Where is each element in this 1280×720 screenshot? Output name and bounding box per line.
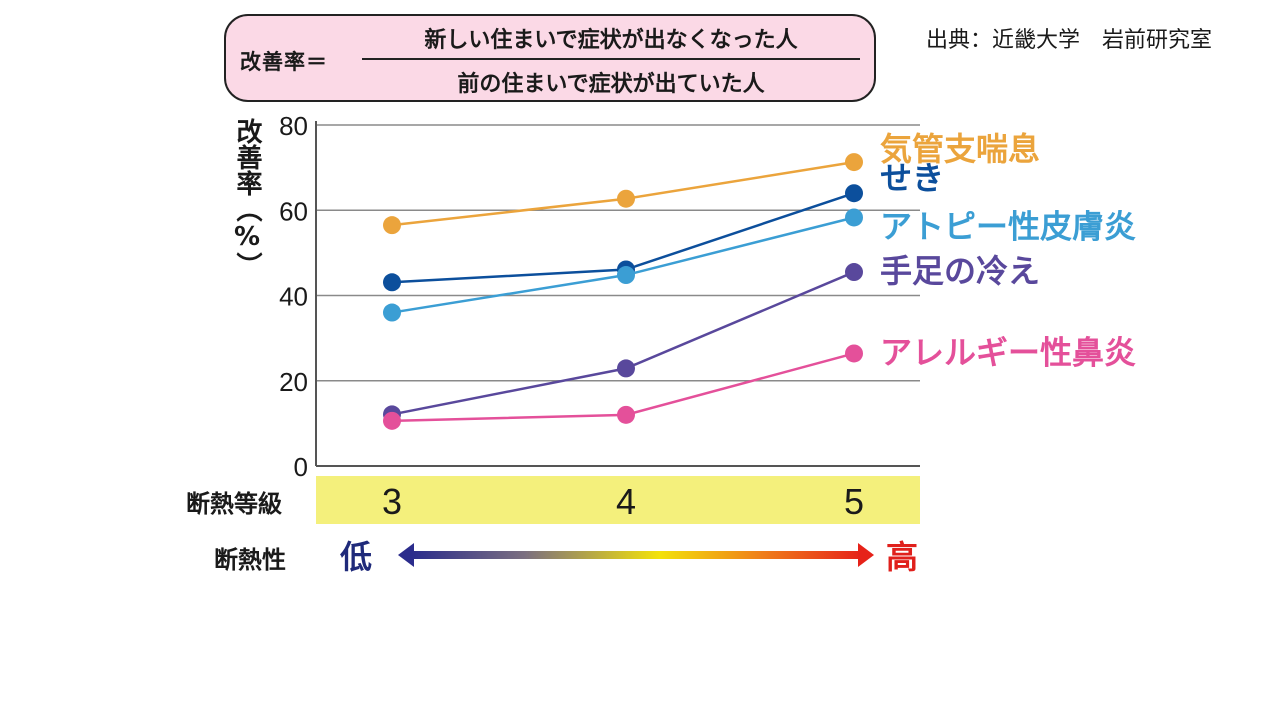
series-line [391,270,855,416]
low-label: 低 [340,538,373,576]
data-point [617,266,635,285]
gradient-arrow [412,551,862,559]
x-tick-label: 3 [382,481,402,522]
formula-lhs: 改善率＝ [240,50,328,74]
data-point [845,344,863,363]
series-label: せき [880,159,944,197]
data-point [845,184,863,203]
arrow-right-head [858,543,874,567]
y-tick-label: 60 [279,196,308,226]
insulation-performance-label: 断熱性 [214,546,286,574]
formula-denominator: 前の住まいで症状が出ていた人 [457,72,765,97]
data-point [617,405,635,424]
y-axis-label: 改善率（%） [232,118,262,278]
data-point [845,263,863,282]
x-tick-label: 4 [616,481,636,522]
data-point [845,153,863,172]
high-label: 高 [886,538,919,576]
y-tick-label: 40 [279,282,308,312]
arrow-left-head [398,543,414,567]
data-point [383,411,401,430]
y-tick-label: 20 [279,367,308,397]
x-tick-label: 5 [844,481,864,522]
data-point [383,303,401,322]
formula-box: 改善率＝ 新しい住まいで症状が出なくなった人 前の住まいで症状が出ていた人 [224,14,876,102]
fraction-line [362,58,860,60]
series-label: 手足の冷え [880,252,1040,290]
formula-numerator: 新しい住まいで症状が出なくなった人 [424,28,798,53]
data-point [617,189,635,208]
source-credit: 出典：近畿大学 岩前研究室 [926,28,1213,53]
series-label: アレルギー性鼻炎 [880,333,1136,371]
series-label: 気管支喘息 [880,130,1040,168]
insulation-grade-label: 断熱等級 [186,490,282,518]
data-point [617,359,635,378]
data-point [845,208,863,227]
data-point [383,273,401,292]
series-label: アトピー性皮膚炎 [880,207,1136,245]
y-tick-label: 80 [279,111,308,141]
y-tick-label: 0 [294,452,308,482]
grade-band [316,476,920,524]
data-point [383,216,401,235]
